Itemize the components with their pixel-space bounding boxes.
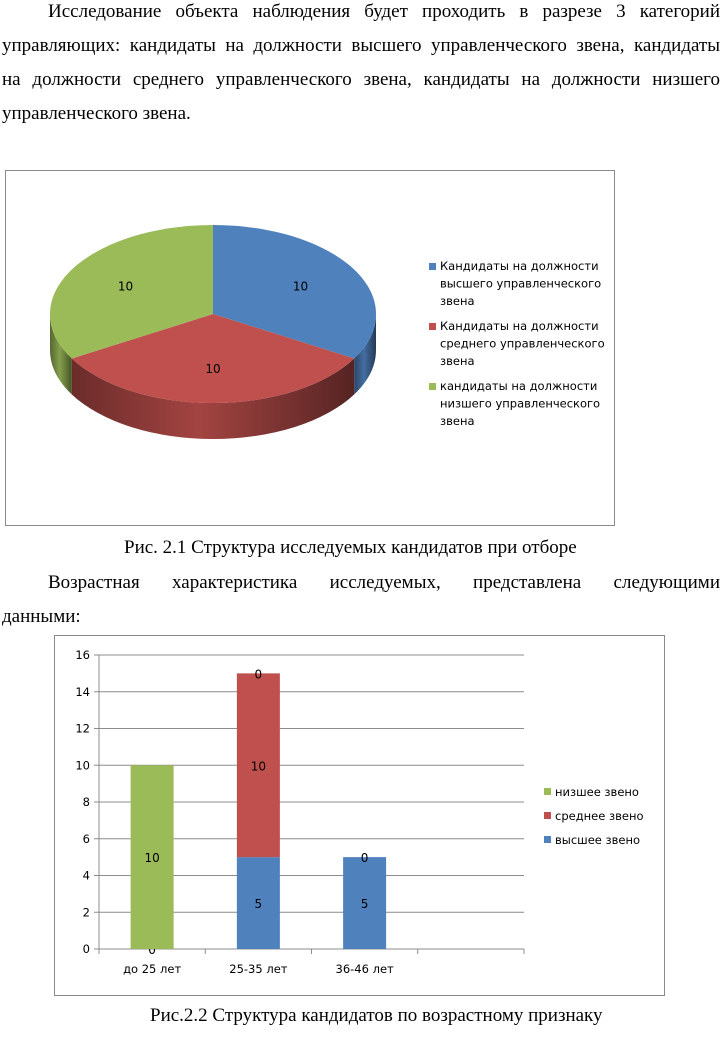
bar-data-label: 10 bbox=[144, 851, 159, 865]
legend-text: звена bbox=[440, 414, 475, 428]
legend-swatch-2 bbox=[429, 383, 436, 390]
y-tick-label: 6 bbox=[83, 832, 90, 846]
legend-swatch-0 bbox=[429, 263, 436, 270]
bar-data-label: 0 bbox=[148, 943, 156, 957]
intro-paragraph: Исследование объекта наблюдения будет пр… bbox=[2, 0, 720, 131]
y-tick-label: 16 bbox=[75, 648, 90, 662]
legend-text: высшего управленческого bbox=[440, 277, 601, 291]
pie-data-label: 10 bbox=[205, 362, 220, 376]
x-tick-label: 36-46 лет bbox=[336, 962, 394, 976]
pie-side-2 bbox=[50, 314, 72, 395]
legend-text: кандидаты на должности bbox=[440, 379, 597, 393]
legend-text: звена bbox=[440, 294, 475, 308]
pie-slice-0 bbox=[213, 225, 376, 359]
age-line-2: данными: bbox=[2, 606, 81, 627]
legend-text: звена bbox=[440, 354, 475, 368]
bar-segment bbox=[236, 673, 280, 858]
age-paragraph: Возрастная характеристика исследуемых, п… bbox=[2, 566, 720, 634]
bar-segment bbox=[236, 857, 280, 949]
legend-swatch bbox=[544, 836, 551, 843]
y-tick-label: 4 bbox=[83, 869, 90, 883]
bar-data-label: 0 bbox=[255, 667, 263, 681]
x-tick-label: 25-35 лет bbox=[229, 962, 287, 976]
intro-line-2: управляющих: кандидаты на должности высш… bbox=[2, 35, 720, 56]
pie-side-0 bbox=[354, 314, 376, 395]
legend-text: Кандидаты на должности bbox=[440, 259, 599, 273]
intro-line-3: на должности среднего управленческого зв… bbox=[2, 69, 720, 90]
legend-label: высшее звено bbox=[555, 833, 640, 847]
age-line-1: Возрастная характеристика исследуемых, п… bbox=[48, 572, 720, 593]
bar-data-label: 5 bbox=[361, 897, 369, 911]
y-tick-label: 14 bbox=[75, 685, 90, 699]
pie-slice-2 bbox=[49, 225, 213, 359]
legend-swatch-1 bbox=[429, 323, 436, 330]
intro-line-1: Исследование объекта наблюдения будет пр… bbox=[48, 1, 720, 22]
y-tick-label: 10 bbox=[75, 758, 90, 772]
pie-chart-frame: 10 10 10 Кандидаты на должности высшего упра… bbox=[5, 170, 615, 526]
bar-data-label: 5 bbox=[255, 897, 263, 911]
y-tick-label: 12 bbox=[75, 722, 90, 736]
legend-text: среднего управленческого bbox=[440, 337, 605, 351]
legend-text: низшего управленческого bbox=[440, 397, 600, 411]
bar-chart-frame: 0 2 4 6 8 10 12 14 16 0 10 до 25 лет 5 10 0 25-35 лет 5 0… bbox=[54, 635, 665, 996]
figure-caption-1: Рис. 2.1 Структура исследуемых кандидато… bbox=[124, 537, 577, 558]
y-tick-label: 0 bbox=[83, 942, 90, 956]
pie-data-label: 10 bbox=[293, 279, 308, 293]
figure-caption-2: Рис.2.2 Структура кандидатов по возрастн… bbox=[150, 1005, 603, 1026]
y-tick-label: 2 bbox=[83, 905, 90, 919]
y-tick-label: 8 bbox=[83, 795, 90, 809]
legend-label: низшее звено bbox=[555, 785, 639, 799]
pie-side-1 bbox=[71, 358, 355, 439]
pie-data-label: 10 bbox=[118, 279, 133, 293]
pie-chart: 10 10 10 Кандидаты на должности высшего упра… bbox=[49, 225, 605, 439]
legend-text: Кандидаты на должности bbox=[440, 319, 599, 333]
intro-line-4: управленческого звена. bbox=[2, 103, 191, 124]
legend-swatch bbox=[544, 812, 551, 819]
bar-data-label: 10 bbox=[251, 759, 266, 773]
bar-chart: 0 2 4 6 8 10 12 14 16 0 10 до 25 лет 5 10 0 25-35 лет 5 0… bbox=[75, 648, 644, 976]
x-tick-label: до 25 лет bbox=[123, 962, 181, 976]
bar-data-label: 0 bbox=[361, 851, 369, 865]
legend-swatch bbox=[544, 788, 551, 795]
bar-segment bbox=[130, 765, 174, 949]
legend-label: среднее звено bbox=[555, 809, 644, 823]
bar-segment bbox=[343, 857, 387, 949]
